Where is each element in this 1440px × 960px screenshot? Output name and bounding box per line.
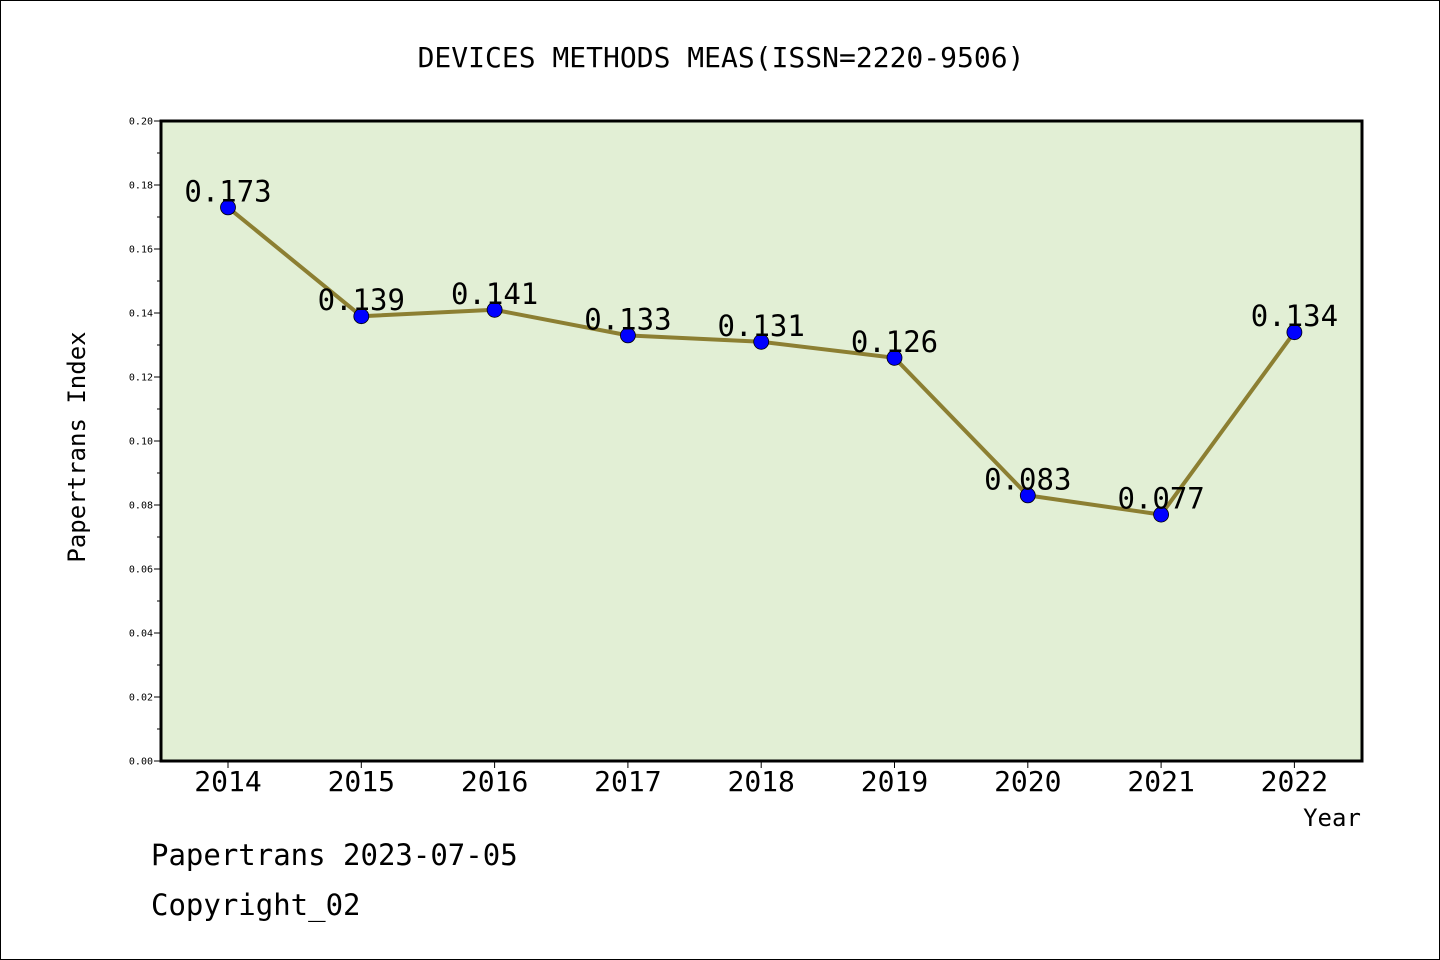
data-point <box>1286 324 1303 341</box>
data-point <box>353 308 370 325</box>
data-label: 0.077 <box>1117 482 1204 516</box>
x-tick-label: 2014 <box>194 765 261 798</box>
y-tick-label: 0.16 <box>129 245 153 256</box>
footer-copyright: Copyright_02 <box>151 888 361 923</box>
data-point <box>1153 506 1169 523</box>
data-label: 0.173 <box>184 174 271 208</box>
x-tick-label: 2017 <box>594 765 661 798</box>
y-tick-label: 0.20 <box>129 117 153 128</box>
data-label: 0.139 <box>318 283 405 317</box>
data-point <box>620 327 636 344</box>
y-tick-label: 0.08 <box>129 501 153 512</box>
data-point <box>220 199 236 216</box>
x-tick-label: 2021 <box>1127 765 1194 798</box>
x-axis: 2014 2015 2016 2017 2018 2019 2020 2021 2022 <box>194 761 1328 798</box>
x-tick-label: 2020 <box>994 765 1061 798</box>
y-tick-label: 0.18 <box>129 181 153 192</box>
y-tick-label: 0.04 <box>129 629 153 640</box>
plot-area <box>161 121 1362 761</box>
y-tick-label: 0.06 <box>129 565 153 576</box>
x-tick-label: 2015 <box>328 765 395 798</box>
data-label: 0.141 <box>451 277 538 311</box>
footer-date: Papertrans 2023-07-05 <box>151 838 518 872</box>
plot-frame <box>159 119 1364 763</box>
y-tick-label: 0.02 <box>129 693 153 704</box>
y-tick-label: 0.10 <box>129 437 153 448</box>
x-tick-label: 2022 <box>1261 765 1328 798</box>
data-label: 0.126 <box>851 325 938 359</box>
data-label: 0.083 <box>984 462 1071 496</box>
y-axis-label: Papertrans Index <box>63 331 91 562</box>
series-layer <box>220 199 1303 523</box>
y-axis: 0.00 0.02 0.04 0.06 0.08 0.10 0.12 0.14 0.16 0.18… <box>129 117 161 768</box>
data-label: 0.131 <box>718 309 805 343</box>
x-tick-label: 2018 <box>727 765 794 798</box>
data-label: 0.134 <box>1251 299 1338 333</box>
data-point <box>1019 487 1036 504</box>
data-point <box>753 333 770 350</box>
x-tick-label: 2019 <box>861 765 928 798</box>
chart-title: DEVICES METHODS MEAS(ISSN=2220-9506) <box>418 41 1025 74</box>
data-point <box>886 349 903 366</box>
y-tick-label: 0.00 <box>129 757 153 768</box>
data-label: 0.133 <box>584 302 671 336</box>
y-tick-label: 0.12 <box>129 373 153 384</box>
data-labels: 0.173 0.139 0.141 0.133 0.131 0.126 0.083 0.077… <box>184 174 1338 515</box>
y-tick-label: 0.14 <box>129 309 153 320</box>
x-axis-label: Year <box>1303 804 1361 832</box>
x-tick-label: 2016 <box>461 765 528 798</box>
data-point <box>486 301 503 318</box>
